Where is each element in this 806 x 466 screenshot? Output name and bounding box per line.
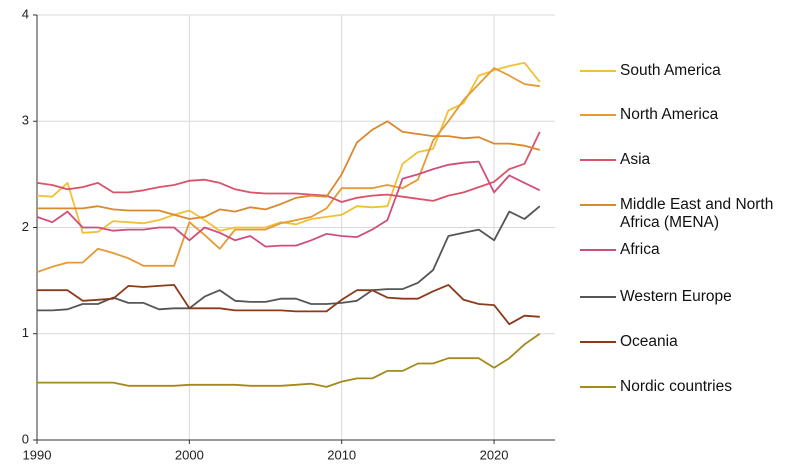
y-tick-label: 3: [22, 113, 29, 128]
legend-item: Oceania: [580, 333, 806, 351]
y-tick-label: 2: [22, 219, 29, 234]
legend-label: Western Europe: [620, 288, 732, 305]
x-tick-label: 2000: [175, 447, 204, 462]
series-line: [37, 333, 541, 388]
series-line: [37, 205, 541, 312]
series-line: [37, 284, 540, 326]
series-line: [36, 67, 540, 273]
legend-item: Nordic countries: [580, 378, 806, 396]
x-tick-label: 2020: [480, 447, 509, 462]
legend-swatch: [580, 249, 616, 251]
legend-item: Middle East and North Africa (MENA): [580, 196, 806, 232]
series-line: [36, 131, 541, 203]
legend-label: Africa: [620, 241, 660, 258]
legend-label: South America: [620, 62, 721, 79]
y-tick-label: 1: [22, 325, 29, 340]
x-tick-label: 2010: [327, 447, 356, 462]
legend-swatch: [580, 159, 616, 161]
legend-item: Asia: [580, 151, 806, 169]
legend-label: Middle East and North Africa (MENA): [620, 196, 774, 231]
legend-swatch: [580, 386, 616, 388]
legend-swatch: [580, 70, 616, 72]
legend-swatch: [580, 341, 616, 343]
legend-label: Oceania: [620, 333, 678, 350]
series-line: [36, 160, 541, 248]
legend-swatch: [580, 296, 616, 298]
legend-item: South America: [580, 62, 806, 80]
legend-item: Africa: [580, 241, 806, 259]
series-line: [36, 61, 541, 234]
legend-label: North America: [620, 106, 719, 123]
legend-item: North America: [580, 106, 806, 124]
legend-swatch: [580, 204, 616, 206]
legend-label: Asia: [620, 151, 651, 168]
y-tick-label: 0: [22, 431, 29, 446]
y-tick-label: 4: [22, 6, 29, 21]
x-tick-label: 1990: [23, 447, 52, 462]
series-line: [37, 120, 541, 220]
legend-swatch: [580, 114, 616, 116]
legend-item: Western Europe: [580, 288, 806, 306]
legend-label: Nordic countries: [620, 378, 732, 395]
